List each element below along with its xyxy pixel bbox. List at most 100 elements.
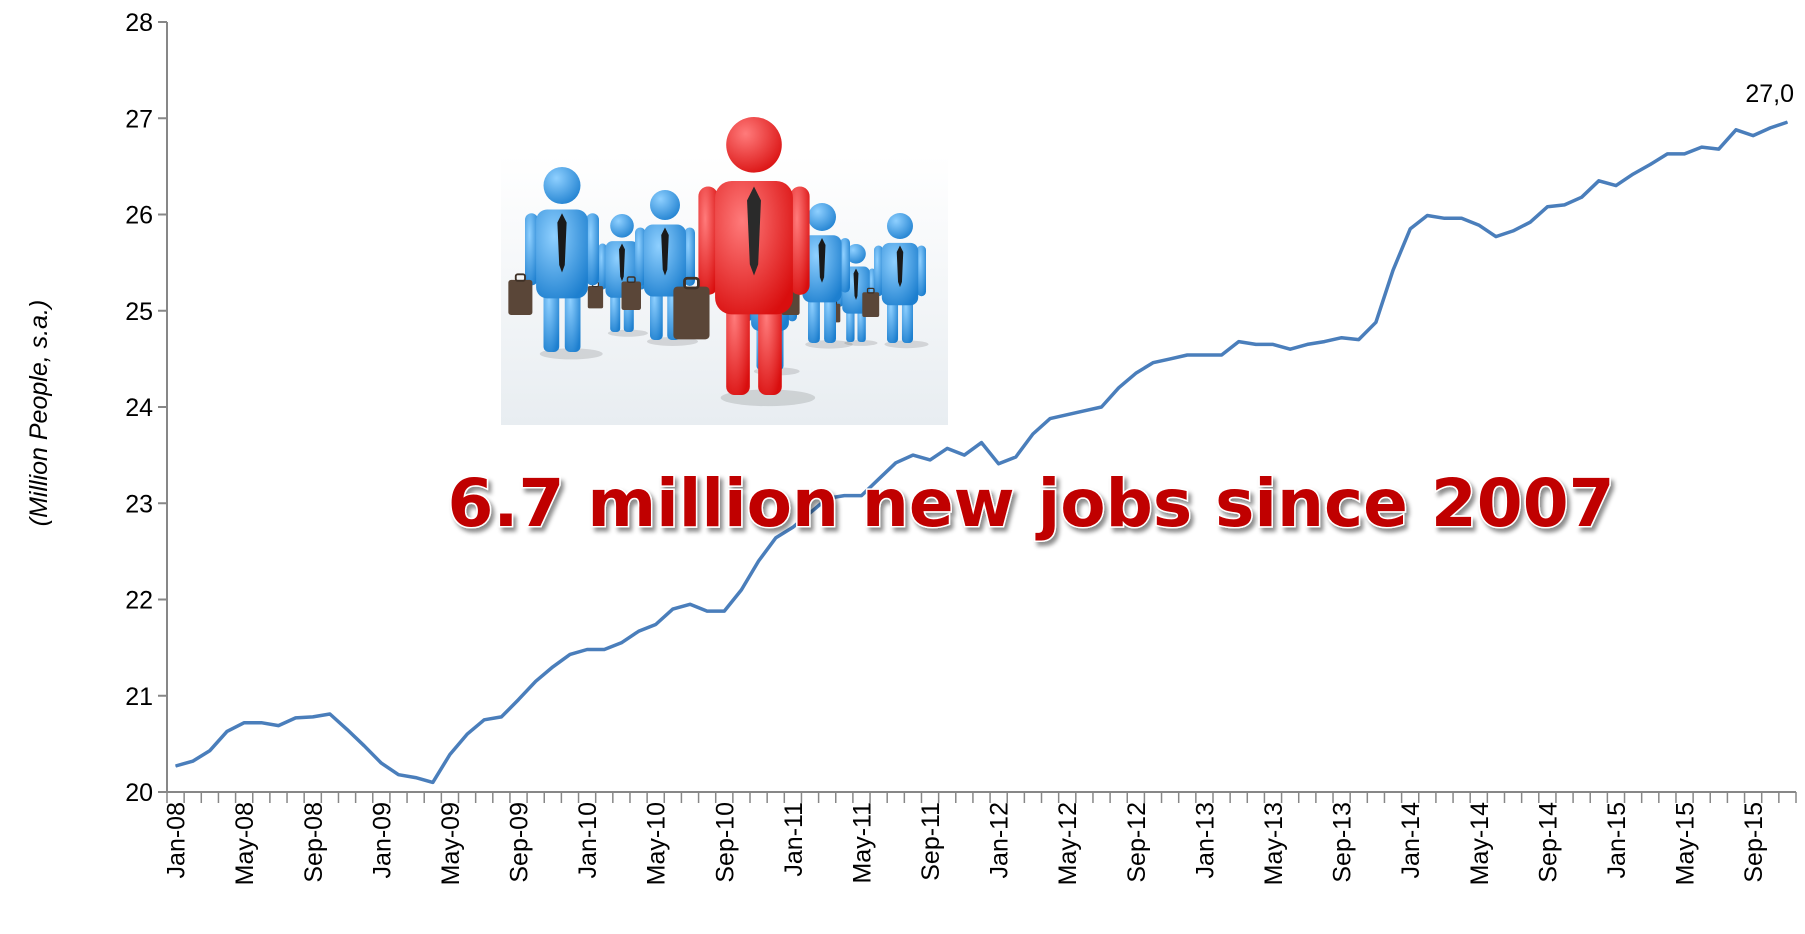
data-point: [672, 608, 674, 610]
data-point: [243, 722, 245, 724]
data-point: [260, 722, 262, 724]
data-point: [398, 774, 399, 776]
data-point: [586, 649, 588, 650]
x-tick-label: Jan-14: [1397, 802, 1425, 879]
data-point: [878, 478, 880, 480]
y-tick-label: 24: [125, 394, 153, 422]
data-point: [1718, 148, 1720, 150]
data-point: [1255, 343, 1257, 345]
y-tick-label: 23: [125, 490, 153, 518]
person-figure: [508, 167, 603, 360]
x-tick-label: Jan-11: [780, 802, 808, 877]
data-point: [1701, 146, 1703, 148]
x-tick-label: Sep-09: [506, 802, 534, 883]
data-point: [175, 765, 177, 767]
data-point: [483, 719, 485, 721]
data-point: [209, 750, 211, 752]
x-axis-tick-labels: Jan-08 May-08 Sep-08 Jan-09 May-09 Sep-09 Jan-…: [163, 802, 1769, 885]
data-point: [569, 653, 571, 655]
x-tick-label: Jan-13: [1191, 802, 1219, 878]
business-people-group-icon: [501, 117, 948, 425]
data-point: [1564, 204, 1565, 206]
x-tick-label: May-10: [643, 802, 671, 885]
x-tick-label: Sep-10: [711, 802, 739, 883]
data-point: [329, 713, 331, 715]
data-point: [792, 526, 794, 528]
data-point: [1529, 221, 1531, 223]
data-point: [1649, 164, 1651, 165]
y-axis-tick-labels: 20 21 22 23 24 25 26 27 28: [125, 9, 153, 807]
data-point: [1495, 236, 1497, 238]
series-line: [175, 120, 1788, 785]
data-point: [1152, 362, 1154, 364]
data-point: [603, 649, 605, 650]
x-tick-label: May-09: [437, 802, 465, 885]
y-tick-label: 26: [125, 202, 153, 230]
data-point: [1238, 341, 1240, 343]
data-point: [278, 725, 279, 727]
data-point: [1015, 456, 1017, 458]
data-point: [518, 699, 519, 701]
data-point: [740, 589, 742, 591]
data-point: [1752, 135, 1754, 137]
data-point: [1444, 217, 1445, 219]
y-tick-label: 22: [125, 587, 153, 615]
data-point: [1101, 406, 1102, 408]
y-tick-label: 28: [125, 9, 153, 37]
x-tick-label: Sep-11: [917, 802, 945, 881]
data-point: [1203, 354, 1205, 356]
data-point: [1598, 180, 1600, 182]
x-tick-label: Sep-12: [1123, 802, 1151, 883]
end-value-label: 27,0: [1745, 80, 1794, 108]
data-point: [1186, 354, 1188, 356]
data-point: [1615, 185, 1617, 187]
x-tick-label: Sep-13: [1329, 802, 1357, 883]
data-point: [1666, 153, 1668, 155]
x-axis-ticks: [166, 792, 1797, 803]
data-point: [535, 680, 537, 682]
data-point: [415, 777, 417, 779]
person-figure: [862, 213, 929, 349]
series-layer: [175, 120, 1788, 785]
data-point: [1169, 358, 1171, 360]
person-figure: [673, 117, 816, 407]
x-tick-label: Sep-08: [300, 802, 328, 883]
data-point: [1786, 121, 1788, 123]
data-point: [380, 762, 382, 764]
x-tick-label: Sep-15: [1740, 802, 1768, 883]
data-point: [620, 642, 622, 644]
x-tick-label: May-13: [1260, 802, 1288, 885]
data-point: [1358, 339, 1360, 341]
data-point: [758, 560, 760, 562]
data-point: [346, 728, 348, 730]
x-tick-label: May-08: [231, 802, 259, 885]
data-point: [1392, 269, 1394, 271]
data-point: [312, 716, 314, 718]
data-point: [500, 716, 502, 718]
data-point: [1049, 418, 1051, 420]
data-point: [466, 733, 468, 735]
data-point: [946, 447, 948, 449]
data-point: [809, 512, 811, 514]
banner-headline: 6.7 million new jobs since 2007: [447, 465, 1614, 542]
x-tick-label: Jan-10: [574, 802, 602, 878]
x-tick-label: May-14: [1466, 802, 1494, 885]
x-tick-label: Sep-14: [1534, 802, 1562, 883]
data-point: [1289, 348, 1291, 350]
data-point: [1272, 343, 1274, 345]
data-point: [861, 495, 862, 497]
data-point: [929, 459, 931, 461]
x-tick-label: May-15: [1672, 802, 1700, 885]
y-tick-label: 20: [125, 779, 153, 807]
data-point: [775, 537, 777, 539]
data-point: [1478, 224, 1480, 226]
data-point: [963, 454, 965, 456]
data-point: [192, 760, 194, 762]
data-point: [689, 603, 691, 605]
data-point: [1426, 215, 1428, 216]
data-point: [1306, 343, 1308, 345]
y-tick-label: 27: [125, 105, 153, 133]
data-point: [1409, 228, 1411, 230]
data-point: [1461, 217, 1463, 219]
